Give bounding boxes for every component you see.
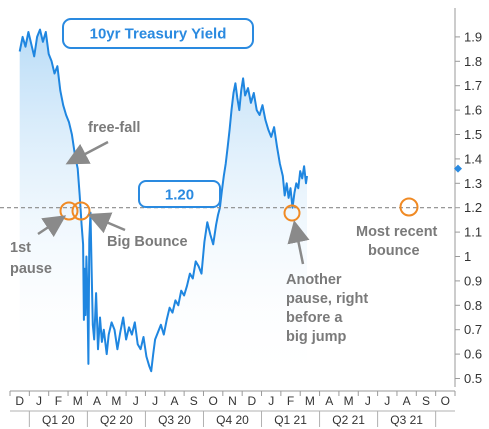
x-quarter-label: Q3 21	[390, 413, 423, 427]
first-pause-line-2: pause	[10, 261, 52, 277]
y-tick-label: 1.9	[464, 29, 482, 44]
most-recent-line-2: bounce	[368, 243, 420, 259]
y-tick-label: 1.6	[464, 103, 482, 118]
title-box: 10yr Treasury Yield	[62, 18, 254, 49]
free-fall-arrow	[65, 140, 109, 165]
y-tick-label: 1.5	[464, 127, 482, 142]
most-recent-circle	[399, 197, 419, 217]
free-fall-annotation: free-fall	[88, 120, 140, 136]
x-month-label: F	[287, 394, 294, 408]
x-month-label: J	[268, 394, 274, 408]
another-pause-annotation: Another pause, right before a big jump	[286, 272, 372, 345]
yield-line	[18, 28, 308, 373]
y-tick-label: 1.4	[464, 151, 482, 166]
x-month-label: M	[305, 394, 315, 408]
another-pause-line-4: big jump	[286, 329, 347, 345]
free-fall-line-1: free-fall	[88, 120, 140, 136]
big-bounce-line-1: Big Bounce	[107, 234, 188, 250]
another-pause-arrow	[287, 220, 310, 265]
x-month-label: J	[36, 394, 42, 408]
x-month-label: J	[133, 394, 139, 408]
x-month-label: M	[111, 394, 121, 408]
y-tick-label: 1.2	[464, 200, 482, 215]
x-month-label: F	[55, 394, 62, 408]
most-recent-annotation: Most recent bounce	[356, 224, 441, 259]
y-tick-label: 0.5	[464, 371, 482, 386]
y-tick-label: 0.8	[464, 298, 482, 313]
big-bounce-circle	[71, 201, 91, 221]
x-month-label: A	[93, 394, 101, 408]
y-tick-label: 0.7	[464, 322, 482, 337]
last-value-marker	[454, 164, 462, 173]
x-quarter-label: Q4 20	[216, 413, 249, 427]
y-tick-label: 1	[464, 249, 471, 264]
big-bounce-arrow	[87, 212, 126, 234]
x-month-label: A	[403, 394, 411, 408]
reference-value-label: 1.20	[165, 187, 194, 204]
y-tick-label: 1.8	[464, 54, 482, 69]
x-month-label: N	[228, 394, 237, 408]
x-month-label: A	[325, 394, 333, 408]
x-month-label: J	[384, 394, 390, 408]
first-pause-circle	[59, 201, 79, 221]
chart-title: 10yr Treasury Yield	[90, 26, 227, 43]
x-month-label: J	[365, 394, 371, 408]
another-pause-line-2: pause, right	[286, 291, 368, 307]
most-recent-line-1: Most recent	[356, 224, 438, 240]
x-month-label: A	[170, 394, 178, 408]
y-tick-label: 0.9	[464, 273, 482, 288]
x-month-label: M	[344, 394, 354, 408]
x-quarter-label: Q3 20	[158, 413, 191, 427]
first-pause-line-1: 1st	[10, 240, 31, 256]
x-month-label: M	[73, 394, 83, 408]
another-pause-line-3: before a	[286, 310, 343, 326]
x-month-label: D	[15, 394, 24, 408]
x-month-label: O	[441, 394, 450, 408]
x-month-label: D	[248, 394, 257, 408]
x-quarter-label: Q2 20	[100, 413, 133, 427]
big-bounce-annotation: Big Bounce	[107, 234, 188, 250]
y-tick-label: 1.3	[464, 176, 482, 191]
y-tick-label: 1.1	[464, 225, 482, 240]
x-month-label: S	[422, 394, 430, 408]
y-tick-label: 0.6	[464, 347, 482, 362]
x-quarter-label: Q2 21	[332, 413, 365, 427]
x-quarter-label: Q1 20	[42, 413, 75, 427]
first-pause-arrow	[37, 215, 67, 238]
y-tick-label: 1.7	[464, 78, 482, 93]
x-quarter-label: Q1 21	[274, 413, 307, 427]
reference-value-box: 1.20	[138, 180, 221, 208]
first-pause-annotation: 1st pause	[10, 240, 52, 277]
another-pause-line-1: Another	[286, 272, 342, 288]
x-month-label: O	[208, 394, 217, 408]
x-month-label: J	[152, 394, 158, 408]
x-month-label: S	[190, 394, 198, 408]
